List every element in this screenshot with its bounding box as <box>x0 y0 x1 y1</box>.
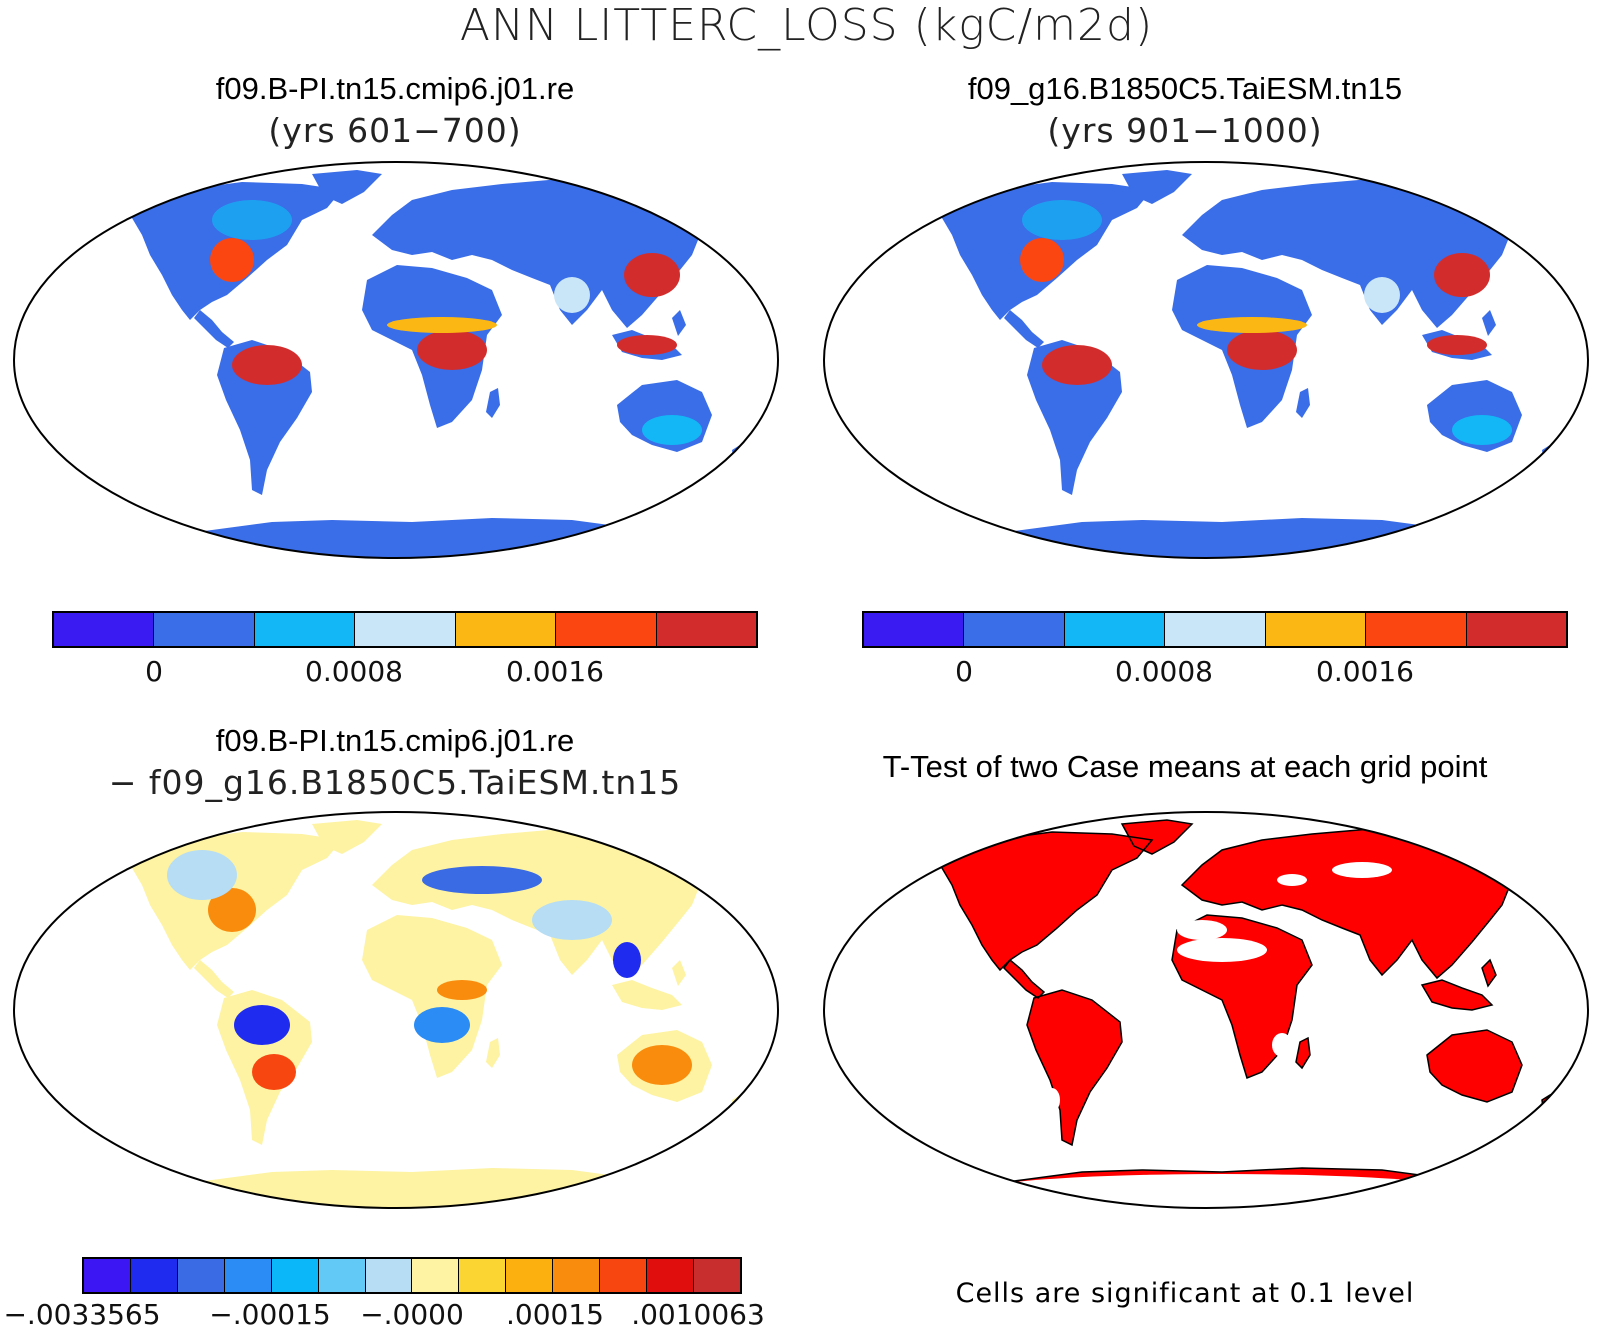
colorbar-segment <box>964 613 1065 646</box>
map-difference <box>13 811 779 1209</box>
colorbar-segment <box>656 613 756 646</box>
colorbar-segment <box>506 1259 554 1292</box>
colorbar-segment <box>412 1259 460 1292</box>
map-case1 <box>13 161 779 559</box>
panel-subtitle-diff: − f09_g16.B1850C5.TaiESM.tn15 <box>108 763 682 802</box>
colorbar-segment <box>1165 613 1266 646</box>
panel-title-diff: f09.B-PI.tn15.cmip6.j01.re <box>215 723 575 758</box>
colorbar-segment <box>54 613 155 646</box>
colorbar-segment <box>1265 613 1367 646</box>
colorbar-segment <box>556 613 657 646</box>
colorbar-segment <box>355 613 456 646</box>
colorbar-segment <box>177 1259 225 1292</box>
colorbar-difference <box>82 1257 742 1294</box>
colorbar-segment <box>84 1259 131 1292</box>
colorbar-segment <box>365 1259 413 1292</box>
tick-label: .0010063 <box>631 1298 765 1331</box>
tick-label: .00015 <box>506 1298 604 1331</box>
colorbar-case1 <box>52 611 758 648</box>
tick-label: 0.0008 <box>305 655 403 688</box>
significance-footnote: Cells are significant at 0.1 level <box>955 1278 1415 1309</box>
colorbar-segment <box>224 1259 272 1292</box>
tick-label: 0.0016 <box>506 655 604 688</box>
colorbar-segment <box>318 1259 366 1292</box>
colorbar-segment <box>130 1259 178 1292</box>
colorbar-case2 <box>862 611 1568 648</box>
panel-subtitle-case2: (yrs 901−1000) <box>1047 111 1323 150</box>
tropical-high-region <box>232 345 302 385</box>
tick-label: −.0000 <box>360 1298 464 1331</box>
panel-subtitle-case1: (yrs 601−700) <box>268 111 522 150</box>
tick-label: −.00015 <box>209 1298 331 1331</box>
colorbar-segment <box>553 1259 601 1292</box>
colorbar-segment <box>693 1259 740 1292</box>
colorbar-segment <box>459 1259 507 1292</box>
tick-label: 0 <box>955 655 973 688</box>
panel-title-ttest: T-Test of two Case means at each grid po… <box>882 749 1488 784</box>
colorbar-segment <box>254 613 356 646</box>
colorbar-segment <box>1366 613 1467 646</box>
tick-label: −.0033565 <box>3 1298 161 1331</box>
panel-title-case2: f09_g16.B1850C5.TaiESM.tn15 <box>967 71 1403 106</box>
figure-title: ANN LITTERC_LOSS (kgC/m2d) <box>459 0 1154 51</box>
colorbar-segment <box>864 613 965 646</box>
colorbar-segment <box>455 613 557 646</box>
colorbar-segment <box>154 613 255 646</box>
colorbar-segment <box>647 1259 694 1292</box>
colorbar-segment <box>1466 613 1566 646</box>
colorbar-segment <box>1064 613 1166 646</box>
tick-label: 0.0008 <box>1115 655 1213 688</box>
panel-title-case1: f09.B-PI.tn15.cmip6.j01.re <box>215 71 575 106</box>
colorbar-segment <box>600 1259 648 1292</box>
tick-label: 0.0016 <box>1316 655 1414 688</box>
map-ttest <box>823 811 1589 1209</box>
colorbar-segment <box>271 1259 319 1292</box>
tick-label: 0 <box>145 655 163 688</box>
map-case2 <box>823 161 1589 559</box>
